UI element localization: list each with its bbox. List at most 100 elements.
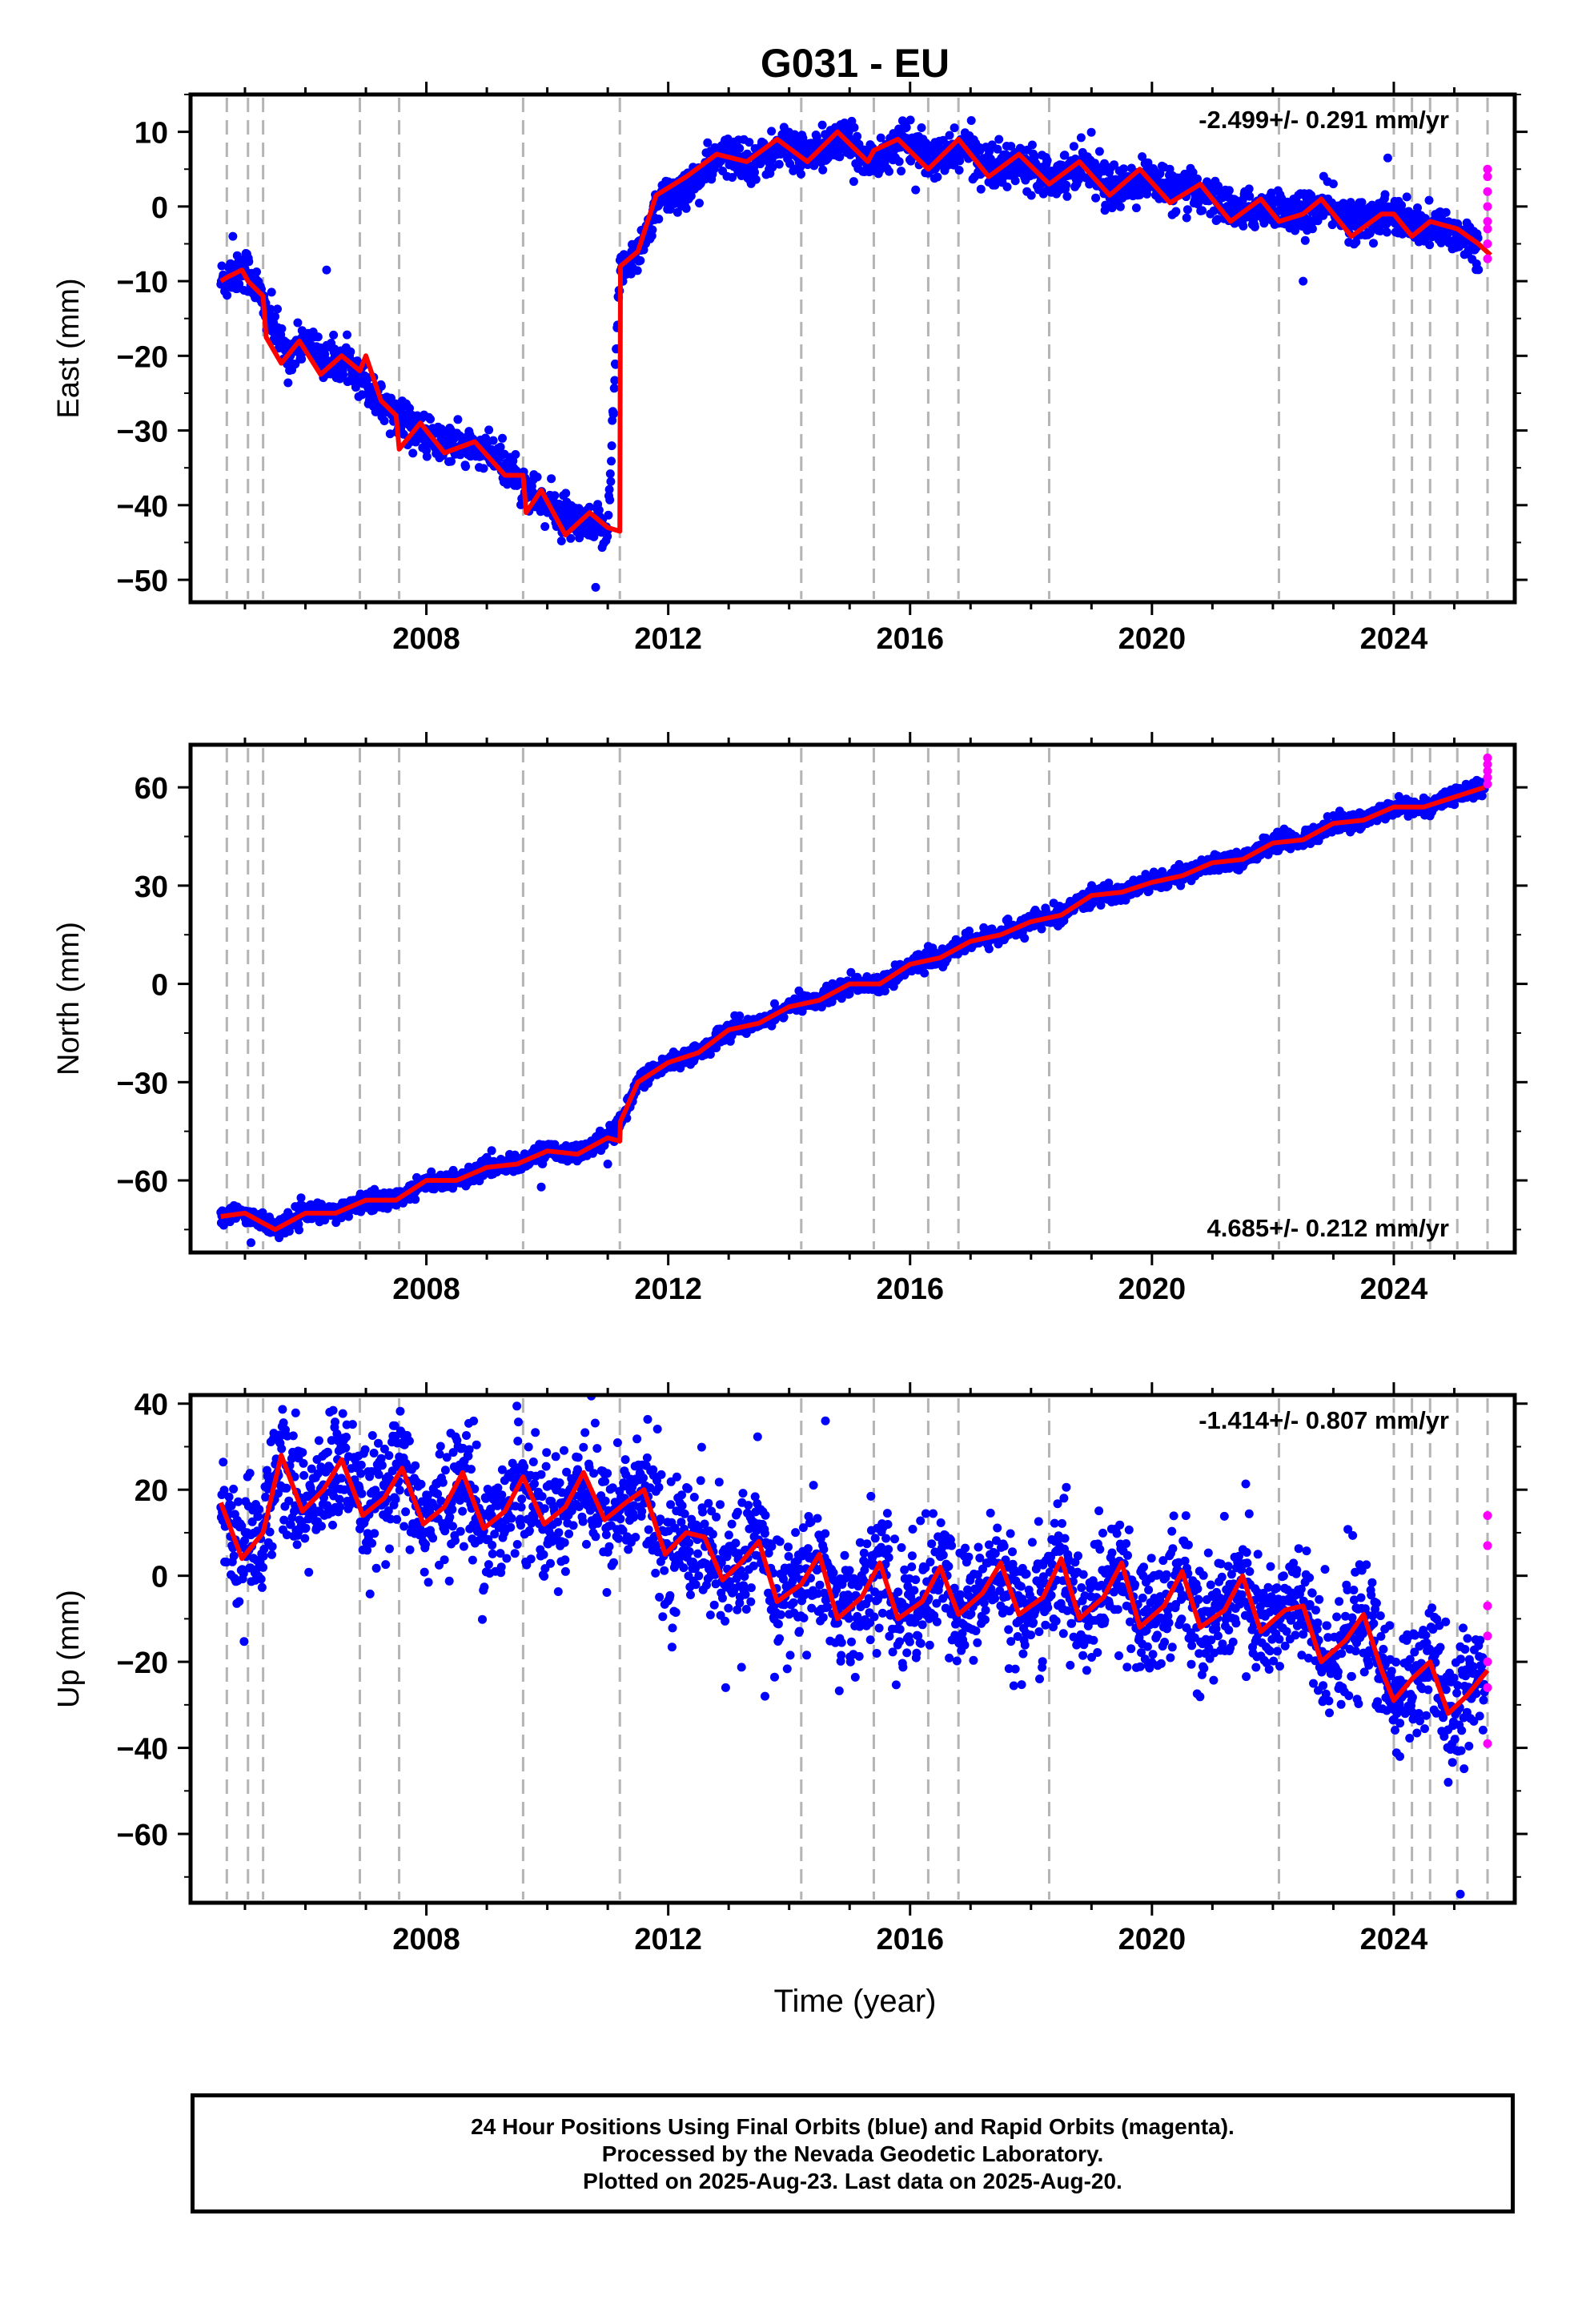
y-axis-east: 100−10−20−30−40−50 bbox=[117, 94, 1528, 598]
final-orbit-point bbox=[1110, 160, 1118, 170]
final-orbit-point bbox=[550, 491, 560, 501]
final-orbit-point bbox=[1006, 142, 1016, 151]
final-orbit-point bbox=[1062, 180, 1071, 190]
final-orbit-point bbox=[1474, 265, 1484, 275]
final-orbit-points-north bbox=[216, 775, 1489, 1248]
final-orbit-point bbox=[329, 330, 339, 340]
final-orbit-point bbox=[1115, 202, 1125, 211]
rapid-orbit-point bbox=[1483, 187, 1492, 196]
final-orbit-point bbox=[976, 184, 986, 194]
final-orbit-point bbox=[1091, 193, 1101, 203]
final-orbit-point bbox=[283, 378, 293, 388]
final-orbit-point bbox=[1131, 203, 1141, 213]
final-orbit-point bbox=[232, 251, 242, 260]
final-orbit-point bbox=[1357, 198, 1367, 207]
final-orbit-point bbox=[1239, 221, 1248, 231]
final-orbit-point bbox=[1375, 227, 1385, 235]
final-orbit-point bbox=[1369, 239, 1378, 248]
final-orbit-point bbox=[609, 384, 619, 393]
final-orbit-points-east bbox=[216, 115, 1484, 592]
final-orbit-point bbox=[297, 354, 307, 364]
final-orbit-point bbox=[606, 476, 616, 486]
outlier-point bbox=[322, 265, 331, 275]
final-orbit-point bbox=[1307, 191, 1316, 200]
final-orbit-point bbox=[880, 987, 889, 995]
final-orbit-point bbox=[876, 133, 885, 143]
final-orbit-point bbox=[447, 456, 456, 466]
final-orbit-point bbox=[654, 215, 664, 223]
final-orbit-point bbox=[540, 522, 550, 531]
final-orbit-point bbox=[296, 1193, 306, 1203]
final-orbit-point bbox=[609, 408, 619, 418]
final-orbit-point bbox=[1213, 215, 1223, 224]
final-orbit-point bbox=[1094, 147, 1104, 156]
final-orbit-point bbox=[271, 312, 279, 321]
y-tick-label: 10 bbox=[135, 117, 168, 151]
final-orbit-point bbox=[818, 165, 828, 175]
final-orbit-point bbox=[1010, 176, 1020, 186]
final-orbit-point bbox=[252, 267, 261, 276]
final-orbit-point bbox=[244, 257, 254, 267]
final-orbit-point bbox=[1069, 142, 1078, 151]
final-orbit-point bbox=[735, 143, 745, 153]
final-orbit-point bbox=[1198, 206, 1207, 215]
final-orbit-point bbox=[1193, 174, 1202, 183]
final-orbit-point bbox=[339, 370, 348, 380]
final-orbit-point bbox=[990, 180, 1000, 190]
final-orbit-point bbox=[728, 173, 737, 182]
y-tick-label: −30 bbox=[117, 416, 168, 449]
final-orbit-point bbox=[408, 448, 418, 458]
final-orbit-point bbox=[604, 485, 614, 494]
plot-frame-east bbox=[188, 92, 1517, 605]
final-orbit-point bbox=[797, 169, 805, 179]
final-orbit-point bbox=[965, 927, 974, 935]
final-orbit-point bbox=[835, 152, 845, 162]
y-tick-label: −40 bbox=[117, 490, 168, 524]
final-orbit-point bbox=[461, 462, 471, 472]
final-orbit-point bbox=[849, 123, 859, 132]
final-orbit-point bbox=[266, 304, 275, 314]
final-orbit-point bbox=[1002, 182, 1012, 191]
final-orbit-point bbox=[498, 433, 507, 443]
final-orbit-point bbox=[584, 502, 594, 512]
final-orbit-point bbox=[610, 376, 620, 385]
final-orbit-point bbox=[1119, 164, 1129, 174]
final-orbit-point bbox=[955, 156, 965, 166]
final-orbit-point bbox=[751, 175, 761, 184]
x-tick-label: 2020 bbox=[1118, 622, 1186, 656]
final-orbit-point bbox=[1307, 224, 1317, 234]
final-orbit-point bbox=[235, 279, 244, 289]
chart-title: G031 - EU bbox=[761, 41, 950, 86]
final-orbit-point bbox=[1182, 213, 1191, 223]
final-orbit-point bbox=[352, 356, 362, 366]
final-orbit-point bbox=[853, 131, 862, 141]
step-lines-east bbox=[225, 98, 1489, 599]
final-orbit-point bbox=[1413, 203, 1422, 212]
final-orbit-point bbox=[1062, 191, 1072, 201]
final-orbit-point bbox=[1174, 859, 1184, 869]
final-orbit-point bbox=[809, 161, 819, 171]
final-orbit-point bbox=[605, 495, 615, 505]
final-orbit-point bbox=[1380, 190, 1390, 199]
final-orbit-point bbox=[1026, 191, 1036, 200]
final-orbit-point bbox=[1037, 924, 1046, 934]
final-orbit-point bbox=[273, 304, 282, 314]
x-tick-label: 2008 bbox=[392, 622, 460, 656]
final-orbit-point bbox=[1402, 192, 1411, 202]
final-orbit-point bbox=[479, 464, 488, 473]
final-orbit-point bbox=[1042, 155, 1052, 165]
final-orbit-point bbox=[745, 138, 754, 147]
outlier-point bbox=[591, 582, 600, 592]
y-axis-label-east: East (mm) bbox=[52, 278, 86, 418]
final-orbit-point bbox=[817, 120, 827, 130]
x-axis-east: 2008 2012 2016 2020 2024 bbox=[243, 82, 1456, 656]
final-orbit-point bbox=[566, 533, 576, 543]
final-orbit-point bbox=[985, 147, 994, 156]
final-orbit-point bbox=[885, 167, 893, 176]
final-orbit-point bbox=[1096, 900, 1106, 910]
final-orbit-point bbox=[603, 532, 612, 541]
final-orbit-point bbox=[1244, 184, 1254, 194]
step-lines-north bbox=[225, 748, 1489, 1249]
